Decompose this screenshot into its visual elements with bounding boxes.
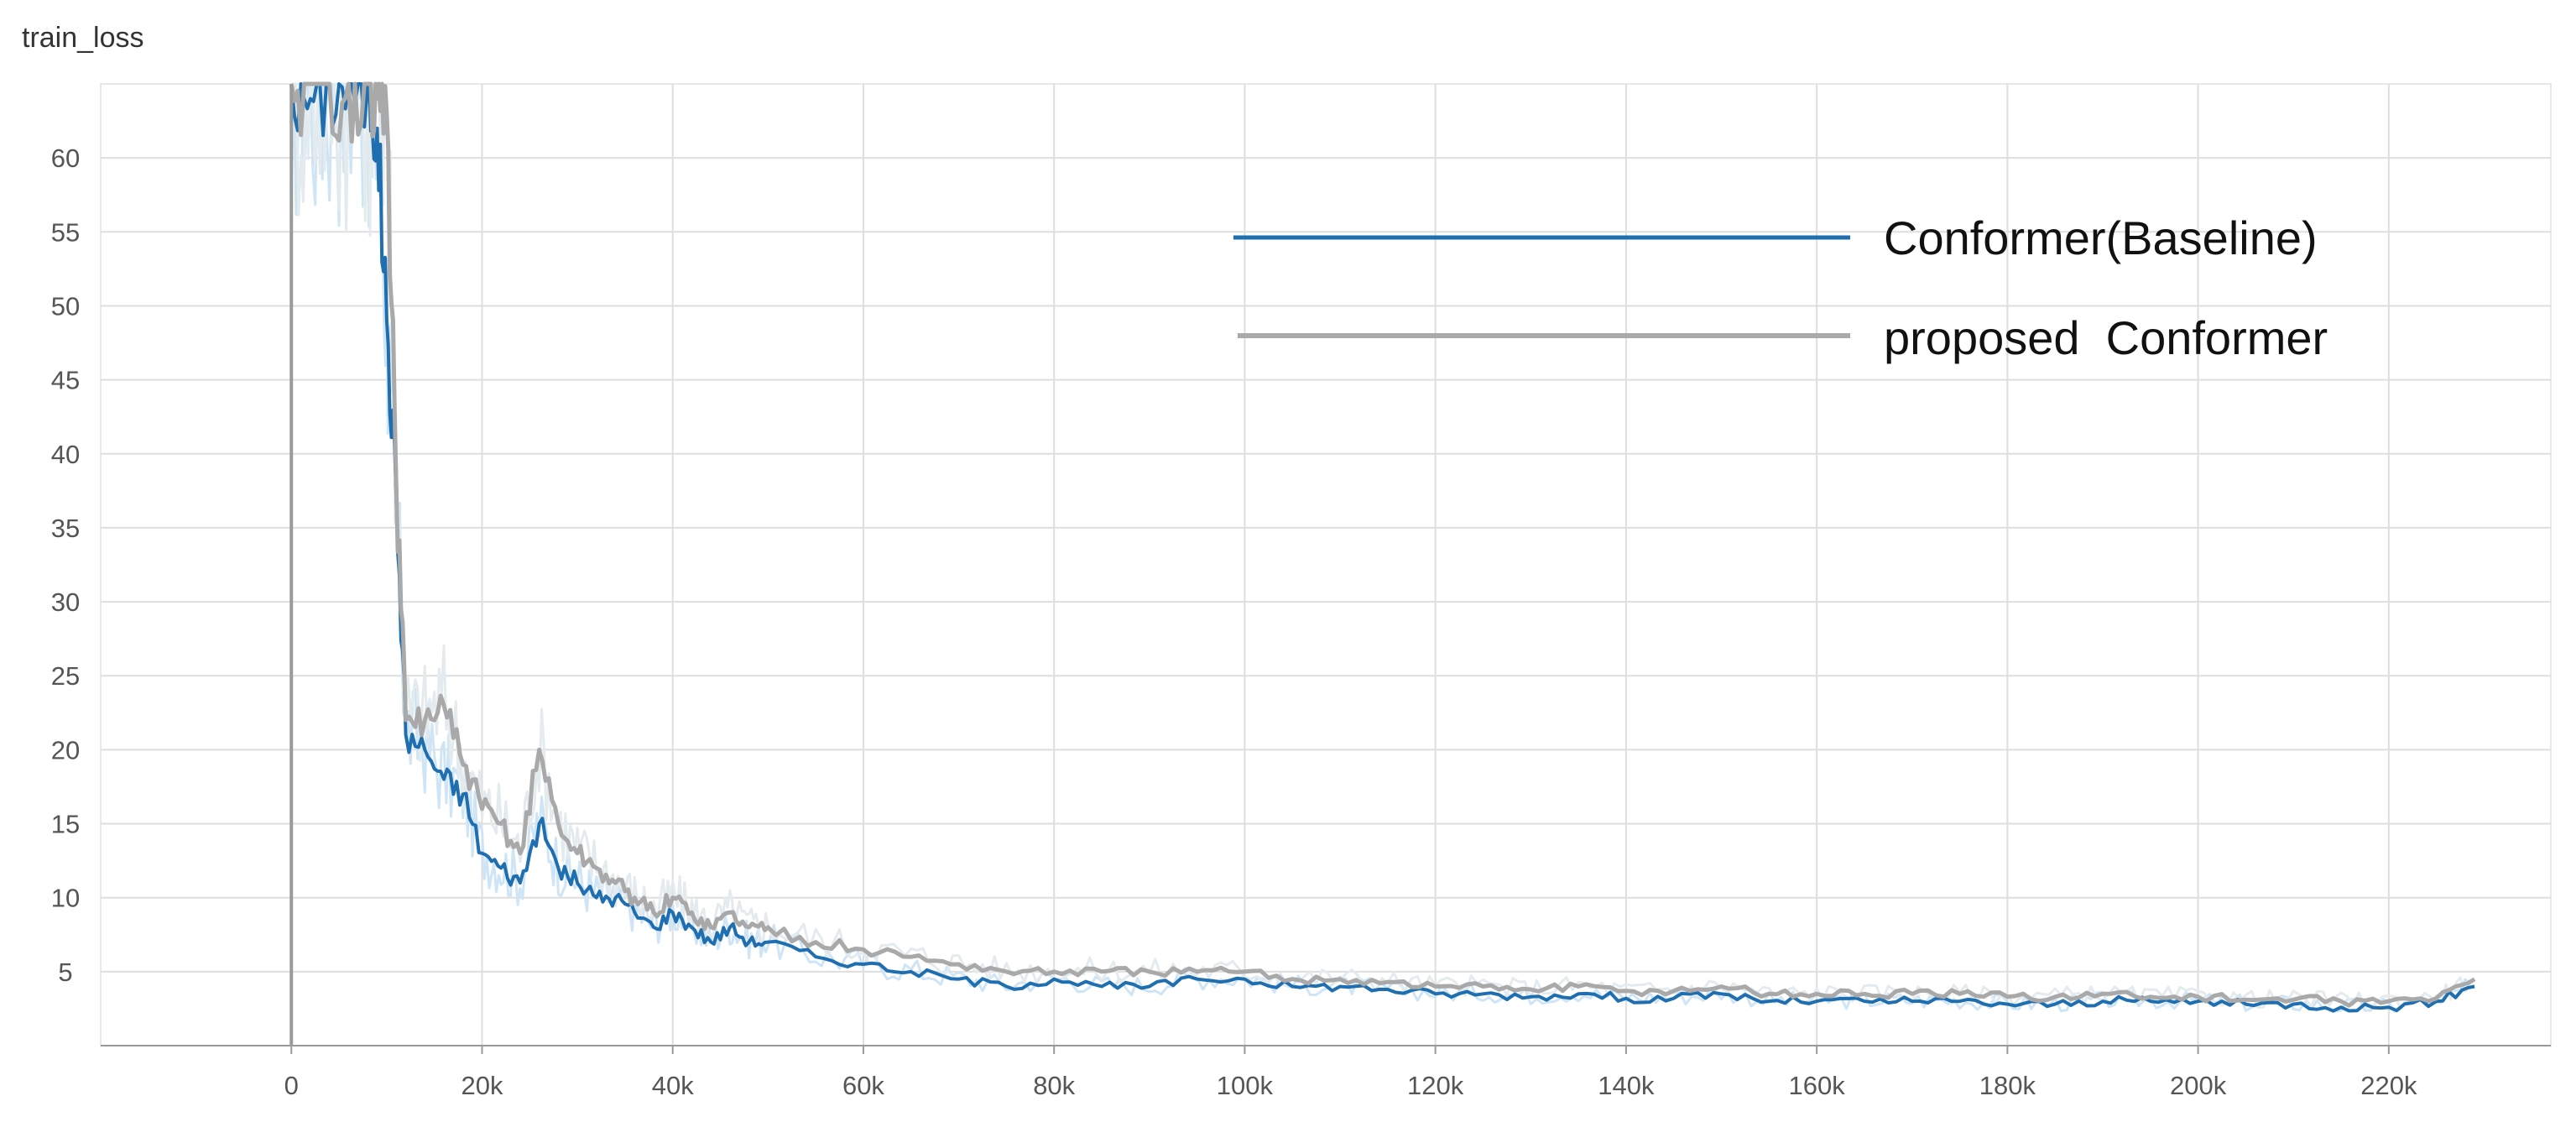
x-tick-label: 80k [1033,1071,1075,1100]
y-tick-label: 10 [51,884,80,913]
series-lines [289,81,2476,1013]
x-tick-label: 160k [1789,1071,1846,1100]
y-tick-label: 50 [51,291,80,321]
x-tick-label: 20k [461,1071,503,1100]
x-tick-label: 120k [1407,1071,1464,1100]
x-tick-label: 220k [2360,1071,2417,1100]
x-tick-label: 60k [842,1071,884,1100]
y-tick-label: 15 [51,810,80,839]
y-tick-label: 55 [51,217,80,247]
x-tick-label: 0 [284,1071,299,1100]
series-line-proposed-conformer [289,81,2476,1008]
y-tick-label: 40 [51,440,80,469]
y-tick-label: 30 [51,587,80,617]
x-tick-label: 40k [652,1071,694,1100]
y-tick-label: 35 [51,514,80,543]
series-line-conformer-baseline [289,82,2475,1013]
y-tick-label: 60 [51,144,80,173]
axis-layer [101,84,2551,1054]
x-tick-label: 180k [1979,1071,2036,1100]
y-tick-label: 20 [51,735,80,765]
y-tick-label: 25 [51,661,80,691]
x-tick-label: 200k [2170,1071,2227,1100]
x-tick-label: 140k [1598,1071,1655,1100]
legend-label-proposed-conformer: proposed Conformer [1884,311,2328,364]
chart-title: train_loss [22,22,144,54]
y-tick-label: 45 [51,366,80,395]
legend: Conformer(Baseline) proposed Conformer [1233,211,2328,364]
x-tick-label: 100k [1217,1071,1274,1100]
tick-labels: 0 20k 40k 60k 80k 100k 120k 140k 160k 180k 200k 220… [51,144,2417,1100]
legend-label-conformer-baseline: Conformer(Baseline) [1884,211,2318,264]
y-tick-label: 5 [58,958,72,987]
raw-trace-conformer-baseline [291,82,2471,1013]
